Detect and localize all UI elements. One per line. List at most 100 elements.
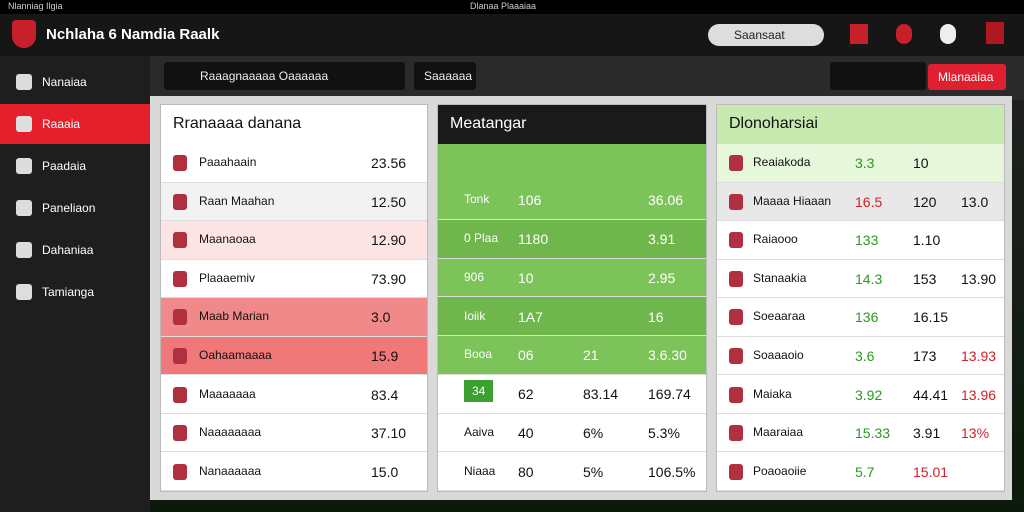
action-text: Mlanaaiaa [938, 70, 994, 84]
cell: Soeaaraa [753, 309, 806, 324]
icon[interactable] [940, 24, 956, 44]
panel: Dlonoharsiai Reaiakoda 3.3 10 Maaaa Hiaaan 16… [716, 104, 1005, 492]
titlebar: Nlanniag Ilgia Dlanaa Plaaaiaa [0, 0, 1024, 14]
row-icon [729, 463, 743, 480]
row-icon [729, 425, 743, 442]
panel-title: Dlonoharsiai [729, 115, 818, 132]
cell: 16.5 [855, 193, 883, 210]
search[interactable]: Saansaat [708, 24, 824, 46]
table-row: 34 62 83.14 169.74 [438, 374, 706, 414]
cell: 83.4 [371, 386, 399, 403]
cell: 106 [518, 192, 542, 209]
cell: 5.3% [648, 424, 680, 441]
nav-icon [16, 158, 32, 174]
cell: 5% [583, 463, 604, 480]
cell: 10 [913, 155, 929, 172]
search-text: Saansaat [734, 28, 785, 42]
nav-item[interactable]: Tamianga [0, 272, 150, 312]
cell: 3.91 [913, 425, 941, 442]
icon[interactable] [850, 24, 868, 44]
nav-label: Dahaniaa [42, 243, 94, 257]
cell: 3.92 [855, 386, 883, 403]
nav-item[interactable]: Paadaia [0, 146, 150, 186]
table-row: Maaaaaaa 83.4 [161, 375, 427, 414]
row-icon [173, 386, 187, 403]
cell: Oahaamaaaa [199, 348, 272, 363]
cell: 15.01 [913, 463, 949, 480]
panel-header: Dlonoharsiai [717, 105, 1004, 144]
dropdown[interactable] [830, 62, 926, 90]
icon[interactable] [986, 22, 1004, 44]
brand: Nchlaha 6 Namdia Raalk [46, 26, 220, 43]
cell: 3.6 [855, 348, 875, 365]
row-icon [173, 425, 187, 442]
cell: 3.6.30 [648, 347, 687, 364]
row-icon [729, 232, 743, 249]
cell: 3.3 [855, 155, 875, 172]
cell: 1.10 [913, 232, 941, 249]
button[interactable]: Saaaaaa [414, 62, 476, 90]
cell: 44.41 [913, 386, 949, 403]
nav-icon [16, 116, 32, 132]
row-icon [729, 155, 743, 172]
cell: Raan Maahan [199, 193, 275, 208]
cell: 106.5% [648, 463, 696, 480]
cell: 16.15 [913, 309, 949, 326]
row-icon [173, 193, 187, 210]
nav-icon [16, 74, 32, 90]
cell: Maiaka [753, 386, 792, 401]
nav-item[interactable]: Dahaniaa [0, 230, 150, 270]
cell: Maab Marian [199, 309, 270, 324]
table-row: Naaaaaaaa 37.10 [161, 413, 427, 453]
cell: 173 [913, 348, 937, 365]
cell: 3.91 [648, 231, 676, 248]
cell: Paaahaain [199, 155, 257, 170]
cell: 0 Plaa [464, 231, 499, 246]
panel-header: Rranaaaa danana [161, 105, 427, 144]
cell: Soaaaoio [753, 348, 804, 363]
icon[interactable] [896, 24, 912, 44]
table-row: Aaiva 40 6% 5.3% [438, 413, 706, 453]
table-row: Maanaoaa 12.90 [161, 221, 427, 260]
cell: 13.93 [961, 348, 997, 365]
cell: 133 [855, 232, 879, 249]
panel: Meatangar Tonk 106 36.06 0 Plaa 1180 3.91 906 10… [437, 104, 707, 492]
cell: 13.90 [961, 270, 997, 287]
nav-icon [16, 200, 32, 216]
cell: 12.90 [371, 232, 407, 249]
action-button[interactable]: Mlanaaiaa [928, 64, 1006, 90]
nav-item[interactable]: Raaaia [0, 104, 150, 144]
table-row: 906 10 2.95 [438, 258, 706, 298]
table-row: Maaaa Hiaaan 16.5 120 13.0 [717, 182, 1004, 222]
cell: 13% [961, 425, 990, 442]
cell: Maanaoaa [199, 232, 256, 247]
cell: Ioiik [464, 308, 486, 323]
cell: 15.0 [371, 463, 399, 480]
logo [12, 20, 36, 48]
row-icon [729, 270, 743, 287]
cell: 23.56 [371, 155, 407, 172]
toolbar: Raaagnaaaaa Oaaaaaa Saaaaaa Mlanaaiaa [150, 56, 1024, 100]
nav-item[interactable]: Nanaiaa [0, 62, 150, 102]
cell: 62 [518, 386, 534, 403]
row-icon [729, 348, 743, 365]
nav-item[interactable]: Paneliaon [0, 188, 150, 228]
cell: Reaiakoda [753, 155, 811, 170]
table-row: Soeaaraa 136 16.15 [717, 298, 1004, 337]
cell: Plaaaemiv [199, 270, 256, 285]
table-row: Maiaka 3.92 44.41 13.96 [717, 375, 1004, 414]
cell: 2.95 [648, 269, 676, 286]
panel-title: Meatangar [450, 115, 527, 132]
cell: Poaoaoiie [753, 463, 807, 478]
cell: 12.50 [371, 193, 407, 210]
cell: 73.90 [371, 270, 407, 287]
row-icon [729, 193, 743, 210]
nav-label: Raaaia [42, 117, 81, 131]
cell: Nanaaaaaa [199, 463, 262, 478]
cell: 153 [913, 270, 937, 287]
table-row: Maaraiaa 15.33 3.91 13% [717, 413, 1004, 453]
dropdown[interactable]: Raaagnaaaaa Oaaaaaa [164, 62, 405, 90]
cell: 80 [518, 463, 534, 480]
cell: Maaaaaaa [199, 386, 256, 401]
